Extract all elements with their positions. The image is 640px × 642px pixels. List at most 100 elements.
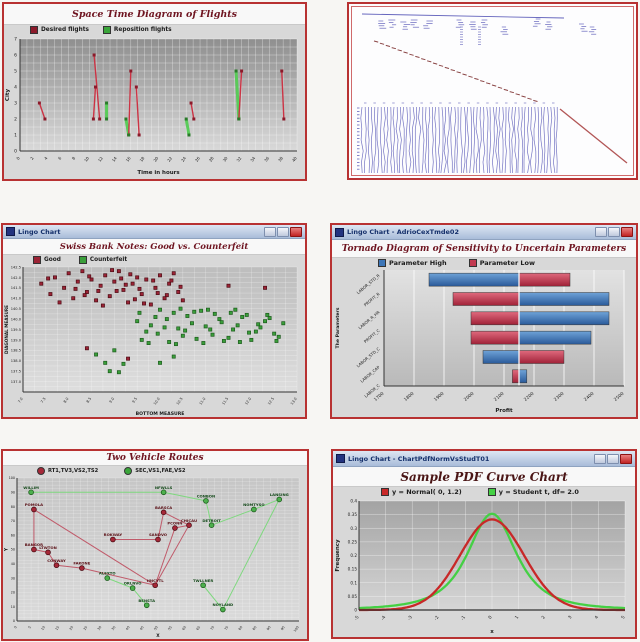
maximize-button[interactable] <box>607 453 619 464</box>
svg-text:2: 2 <box>540 615 547 621</box>
legend-label-desired: Desired flights <box>41 27 89 33</box>
window-title-pdf: Lingo Chart - ChartPdfNormVsStudT01 <box>348 454 490 463</box>
svg-text:CHICAU: CHICAU <box>181 518 197 523</box>
svg-text:9.0: 9.0 <box>109 396 116 404</box>
svg-text:137.0: 137.0 <box>11 380 22 384</box>
window-title-swiss: Lingo Chart <box>18 227 61 236</box>
svg-text:6: 6 <box>14 53 17 59</box>
svg-text:95: 95 <box>280 625 286 631</box>
svg-text:70: 70 <box>210 625 216 631</box>
svg-text:26: 26 <box>194 155 201 162</box>
svg-text:0.2: 0.2 <box>350 553 357 558</box>
svg-text:0: 0 <box>13 625 17 629</box>
close-button[interactable] <box>620 453 632 464</box>
svg-text:142.0: 142.0 <box>11 276 22 280</box>
svg-text:POMOLA: POMOLA <box>25 502 43 507</box>
legend-item-desired: Desired flights <box>30 26 89 34</box>
svg-text:60: 60 <box>11 533 15 537</box>
legend-label-route1: RT1,TV3,VS2,TS2 <box>48 468 99 474</box>
svg-text:BENSTA: BENSTA <box>138 598 155 603</box>
legend-label-good: Good <box>44 257 61 263</box>
svg-text:DIAGONAL MEASURE: DIAGONAL MEASURE <box>4 305 9 354</box>
panel-flights: Space Time Diagram of Flights Desired fl… <box>2 2 307 181</box>
svg-text:TWLLNER: TWLLNER <box>193 578 213 583</box>
svg-text:138.0: 138.0 <box>11 359 22 363</box>
close-button[interactable] <box>290 226 302 237</box>
svg-text:Y: Y <box>4 547 10 552</box>
svg-text:80: 80 <box>11 505 15 509</box>
svg-text:2400: 2400 <box>583 391 596 403</box>
svg-text:13.0: 13.0 <box>290 396 298 405</box>
svg-text:40: 40 <box>291 155 298 162</box>
legend-marker-good-icon <box>33 256 41 264</box>
svg-text:38: 38 <box>277 155 284 162</box>
legend-swiss: Good Counterfeit <box>3 255 305 265</box>
svg-text:10: 10 <box>83 155 90 162</box>
svg-text:141.5: 141.5 <box>11 286 21 290</box>
svg-text:20: 20 <box>69 625 75 631</box>
legend-marker-route1-icon <box>37 467 45 475</box>
svg-text:0.1: 0.1 <box>350 580 357 585</box>
svg-text:3: 3 <box>567 615 574 621</box>
svg-text:HNCYTL: HNCYTL <box>147 578 164 583</box>
svg-text:PCONN: PCONN <box>167 521 182 526</box>
window-buttons-swiss <box>264 226 302 237</box>
legend-item-reposition: Reposition flights <box>102 26 172 34</box>
svg-text:18: 18 <box>138 155 145 162</box>
svg-text:3: 3 <box>14 101 17 107</box>
svg-text:75: 75 <box>224 625 230 631</box>
legend-item-param-high: Parameter High <box>378 259 447 267</box>
svg-text:0: 0 <box>354 608 357 613</box>
svg-text:142.5: 142.5 <box>11 265 21 269</box>
legend-label-low: Parameter Low <box>479 259 536 267</box>
window-titlebar-swiss: Lingo Chart <box>3 225 305 239</box>
legend-marker-high-icon <box>378 259 386 267</box>
svg-text:0.3: 0.3 <box>350 526 357 531</box>
svg-text:55: 55 <box>167 625 173 631</box>
svg-text:6: 6 <box>57 155 63 160</box>
svg-text:0: 0 <box>14 149 17 155</box>
legend-marker-reposition-icon <box>102 26 111 34</box>
svg-text:60: 60 <box>181 625 187 631</box>
legend-label-normal: y = Normal( 0, 1.2) <box>392 488 462 496</box>
svg-text:NOYLAND: NOYLAND <box>213 602 234 607</box>
legend-marker-desired-icon <box>30 26 38 34</box>
svg-text:15: 15 <box>54 625 60 631</box>
legend-label-student: y = Student t, df= 2.0 <box>498 488 579 496</box>
svg-text:20: 20 <box>152 155 159 162</box>
svg-text:11.0: 11.0 <box>199 396 207 405</box>
chart-title-tornado: Tornado Diagram of Sensitivity to Uncert… <box>332 240 636 258</box>
legend-label-counterfeit: Counterfeit <box>89 257 128 263</box>
legend-label-high: Parameter High <box>389 259 447 267</box>
minimize-button[interactable] <box>595 227 607 237</box>
legend-marker-low-icon <box>468 259 477 267</box>
svg-text:8.0: 8.0 <box>63 396 70 404</box>
svg-text:-3: -3 <box>406 615 414 622</box>
svg-text:8: 8 <box>71 155 77 160</box>
svg-text:100: 100 <box>9 476 15 480</box>
svg-text:1900: 1900 <box>433 391 446 403</box>
svg-text:Frequency: Frequency <box>335 539 341 572</box>
maximize-button[interactable] <box>608 227 620 237</box>
svg-text:CONWAY: CONWAY <box>47 558 66 563</box>
minimize-button[interactable] <box>264 226 276 237</box>
window-buttons-tornado <box>595 227 633 237</box>
svg-text:1800: 1800 <box>403 391 416 403</box>
maximize-button[interactable] <box>277 226 289 237</box>
svg-text:4: 4 <box>594 615 601 621</box>
svg-text:WILLIM: WILLIM <box>23 485 39 490</box>
svg-text:137.5: 137.5 <box>11 370 21 374</box>
svg-text:4: 4 <box>43 155 49 160</box>
svg-text:138.5: 138.5 <box>11 349 21 353</box>
svg-text:The Parameters: The Parameters <box>335 307 341 348</box>
legend-marker-normal-icon <box>381 488 389 496</box>
svg-text:ORLNVO: ORLNVO <box>124 581 143 586</box>
legend-marker-route2-icon <box>124 467 133 475</box>
svg-text:2500: 2500 <box>613 391 626 403</box>
legend-marker-student-icon <box>487 488 496 496</box>
minimize-button[interactable] <box>594 453 606 464</box>
svg-text:City: City <box>5 89 11 102</box>
close-button[interactable] <box>621 227 633 237</box>
svg-text:PROFIT_R: PROFIT_R <box>363 291 381 307</box>
